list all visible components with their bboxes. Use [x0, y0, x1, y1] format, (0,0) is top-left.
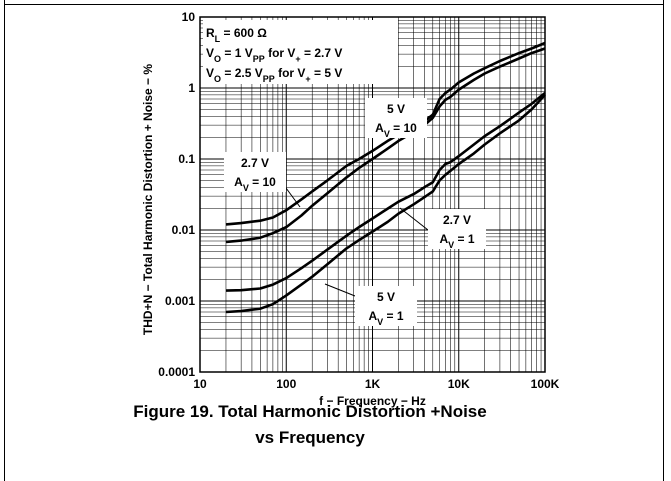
series-line-3	[225, 91, 546, 292]
conditions-legend: RL = 600 Ω VO = 1 VPP for V+ = 2.7 V VO = …	[203, 20, 398, 84]
x-tick-label: 100K	[531, 377, 560, 391]
x-tick-labels: 10 100 1K 10K 100K	[193, 377, 559, 391]
series-label-leader-2	[285, 187, 301, 208]
y-tick-label: 0.001	[165, 294, 195, 308]
series-labels: 5 V AV = 10 2.7 V AV = 10 2.7 V AV = 1 5 V AV =…	[224, 98, 486, 327]
x-axis-label: f − Frequency − Hz	[319, 394, 426, 408]
series-label-voltage-3: 2.7 V	[443, 213, 471, 227]
x-tick-label: 1K	[365, 377, 381, 391]
series-label-gain-1: AV = 10	[375, 121, 417, 139]
y-tick-label: 0.1	[178, 152, 195, 166]
condition-line-1: RL = 600 Ω	[206, 26, 267, 44]
series-label-leader-3	[399, 207, 429, 231]
series-label-background-1	[365, 98, 427, 138]
right-border	[663, 0, 664, 481]
y-tick-label: 1	[188, 81, 195, 95]
series-label-gain-3: AV = 1	[439, 232, 474, 250]
series-label-voltage-2: 2.7 V	[241, 156, 269, 170]
figure-title: Figure 19. Total Harmonic Distortion +No…	[133, 402, 487, 421]
series-line-4	[225, 94, 546, 314]
y-tick-label: 10	[182, 10, 196, 24]
left-border	[4, 0, 5, 481]
conditions-background	[203, 20, 398, 84]
y-tick-label: 0.01	[172, 223, 196, 237]
top-border	[4, 4, 664, 5]
series-label-background-2	[224, 152, 286, 192]
series-label-gain-2: AV = 10	[234, 175, 276, 193]
series-label-voltage-4: 5 V	[377, 290, 395, 304]
y-tick-label: 0.0001	[158, 365, 195, 379]
x-tick-label: 10K	[448, 377, 470, 391]
figure-subtitle: vs Frequency	[255, 428, 365, 447]
x-tick-label: 10	[193, 377, 207, 391]
condition-line-2: VO = 1 VPP for V+ = 2.7 V	[206, 46, 342, 64]
plot-frame	[199, 16, 546, 373]
series-label-background-3	[428, 209, 486, 249]
y-axis-label: THD+N − Total Harmonic Distortion + Nois…	[141, 64, 155, 335]
y-tick-labels: 10 1 0.1 0.01 0.001 0.0001	[158, 10, 195, 379]
series-label-voltage-1: 5 V	[387, 102, 405, 116]
series-label-gain-4: AV = 1	[368, 309, 403, 327]
condition-line-3: VO = 2.5 VPP for V+ = 5 V	[206, 66, 342, 84]
x-tick-label: 100	[276, 377, 296, 391]
series-label-background-4	[355, 286, 417, 326]
series-label-leader-4	[324, 283, 356, 297]
